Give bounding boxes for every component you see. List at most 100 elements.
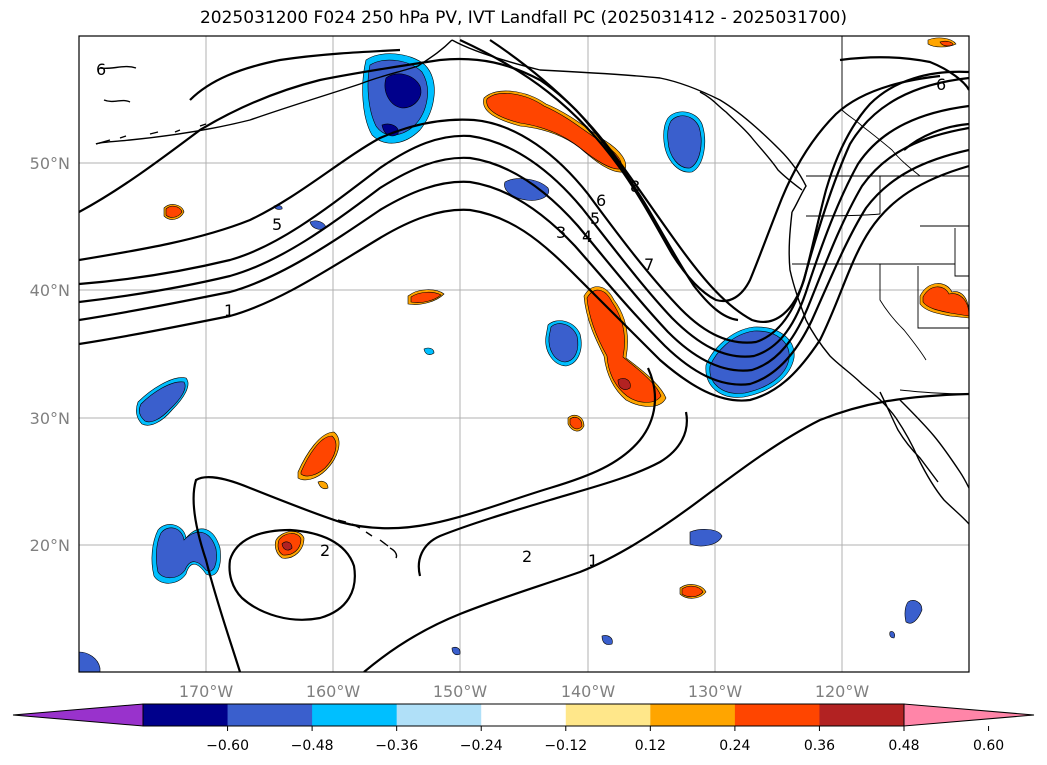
contour-5: [79, 76, 969, 344]
border-wa-or: [805, 213, 881, 217]
contour-7: [489, 39, 739, 322]
contour-label: 3: [556, 223, 566, 242]
shade-blue-mid-pacific-mid: [548, 323, 579, 363]
contour-label: 5: [590, 209, 600, 228]
contour-1: [79, 164, 969, 402]
colorbar-bin: [312, 704, 398, 726]
shade-blue-south-b: [689, 529, 723, 547]
coast-alaska-peninsula: [95, 39, 453, 145]
contour-label: 5: [272, 215, 282, 234]
colorbar: −0.60 −0.48 −0.36 −0.24 −0.12 0.12 0.24 0.36 0.4…: [12, 703, 1035, 754]
shade-red-hawaii-n: [300, 435, 337, 477]
contour-label: 1: [224, 301, 234, 320]
colorbar-tick-label: −0.24: [460, 738, 503, 754]
contour-6-inner: [189, 48, 401, 101]
contour-label: 2: [522, 547, 532, 566]
shade-blue-small-f: [889, 631, 895, 639]
pv-contours: [79, 39, 969, 672]
shade-blue-westpac-mid: [139, 381, 186, 423]
lon-label: 160°W: [306, 682, 361, 701]
colorbar-tick-label: −0.60: [206, 738, 249, 754]
shade-blue-small-d: [601, 635, 613, 645]
contour-label: 8: [630, 177, 640, 196]
map-area: [79, 36, 969, 672]
contour-6-east: [839, 56, 969, 91]
contour-label: 2: [320, 541, 330, 560]
shade-red-small-a: [165, 205, 183, 218]
colorbar-tick-label: 0.12: [635, 738, 666, 754]
longitude-labels: 170°W 160°W 150°W 140°W 130°W 120°W: [179, 682, 870, 701]
shade-navy-alaska: [384, 73, 422, 109]
colorbar-frame: [142, 703, 905, 727]
shade-red-small-c: [569, 416, 583, 430]
colorbar-bin: [565, 704, 651, 726]
contour-2: [79, 148, 969, 386]
shade-blue-small-c: [423, 347, 435, 355]
colorbar-extend-above: [903, 703, 1035, 727]
colorbar-tick-label: 0.24: [719, 738, 750, 754]
contour-8: [459, 39, 941, 303]
shade-blue-small-e: [451, 646, 461, 656]
shade-red-ar: [586, 289, 662, 403]
shade-blue-corner: [79, 651, 101, 672]
contour-labels: 6 6 5 1 3 4 5 6 7 8 2 2 1: [96, 60, 946, 570]
contour-1-south: [363, 392, 969, 672]
colorbar-ticks: −0.60 −0.48 −0.36 −0.24 −0.12 0.12 0.24 0.36 0.4…: [206, 726, 1004, 754]
lon-label: 120°W: [815, 682, 870, 701]
colorbar-tick-label: −0.36: [375, 738, 418, 754]
lat-label: 30°N: [30, 409, 70, 428]
contour-5-east: [903, 122, 969, 151]
contour-2-south: [192, 367, 656, 672]
coast-alaska-gulf: [451, 39, 807, 213]
colorbar-tick-label: 0.60: [973, 738, 1004, 754]
colorbar-bin: [650, 704, 736, 726]
colorbar-bin: [734, 704, 820, 726]
shade-orange-small-d: [317, 480, 329, 490]
positive-shading: [163, 37, 969, 599]
negative-shading: [79, 53, 923, 672]
colorbar-extend-below: [12, 703, 144, 727]
contour-label: 1: [588, 551, 598, 570]
lon-label: 130°W: [688, 682, 743, 701]
map-frame: [78, 35, 970, 673]
contour-3: [79, 126, 969, 372]
lat-label: 20°N: [30, 536, 70, 555]
colorbar-tick-label: −0.48: [291, 738, 334, 754]
lon-label: 150°W: [433, 682, 488, 701]
colorbar-bin: [143, 704, 229, 726]
shade-red-south: [681, 585, 704, 598]
border-alaska-canada: [841, 36, 921, 177]
contour-label: 6: [936, 75, 946, 94]
shade-blue-bc-mid: [667, 115, 702, 169]
colorbar-tick-label: 0.36: [804, 738, 835, 754]
shade-blue-south-a-mid: [156, 527, 217, 579]
colorbar-bin: [819, 704, 905, 726]
shade-darkred-ar: [617, 378, 631, 390]
coast-west-us: [788, 211, 969, 525]
shade-red-east: [922, 286, 969, 317]
contour-label: 4: [582, 227, 592, 246]
coast-mexico-mainland: [899, 399, 969, 489]
colorbar-tick-label: −0.12: [544, 738, 587, 754]
contour-label: 6: [96, 60, 106, 79]
lat-label: 50°N: [30, 154, 70, 173]
contour-6-outer: [79, 57, 969, 323]
shade-blue-south-c: [904, 600, 923, 624]
shade-darkred-hawaii-s: [281, 541, 293, 551]
lon-label: 170°W: [179, 682, 234, 701]
colorbar-bin: [227, 704, 313, 726]
contour-4: [79, 104, 969, 358]
contour-2-hawaii: [228, 528, 356, 621]
map-title: 2025031200 F024 250 hPa PV, IVT Landfall…: [199, 8, 847, 28]
colorbar-bins: [143, 704, 905, 726]
coast-aleutians: [95, 123, 207, 145]
contour-label: 6: [596, 191, 606, 210]
shade-red-small-e: [939, 40, 954, 47]
contour-label: 7: [644, 255, 654, 274]
coast-bering: [99, 65, 137, 103]
colorbar-tick-label: 0.48: [888, 738, 919, 754]
coast-baja: [879, 391, 939, 483]
coast-bc-fringe: [699, 91, 803, 191]
contour-2-south-b: [417, 411, 688, 577]
